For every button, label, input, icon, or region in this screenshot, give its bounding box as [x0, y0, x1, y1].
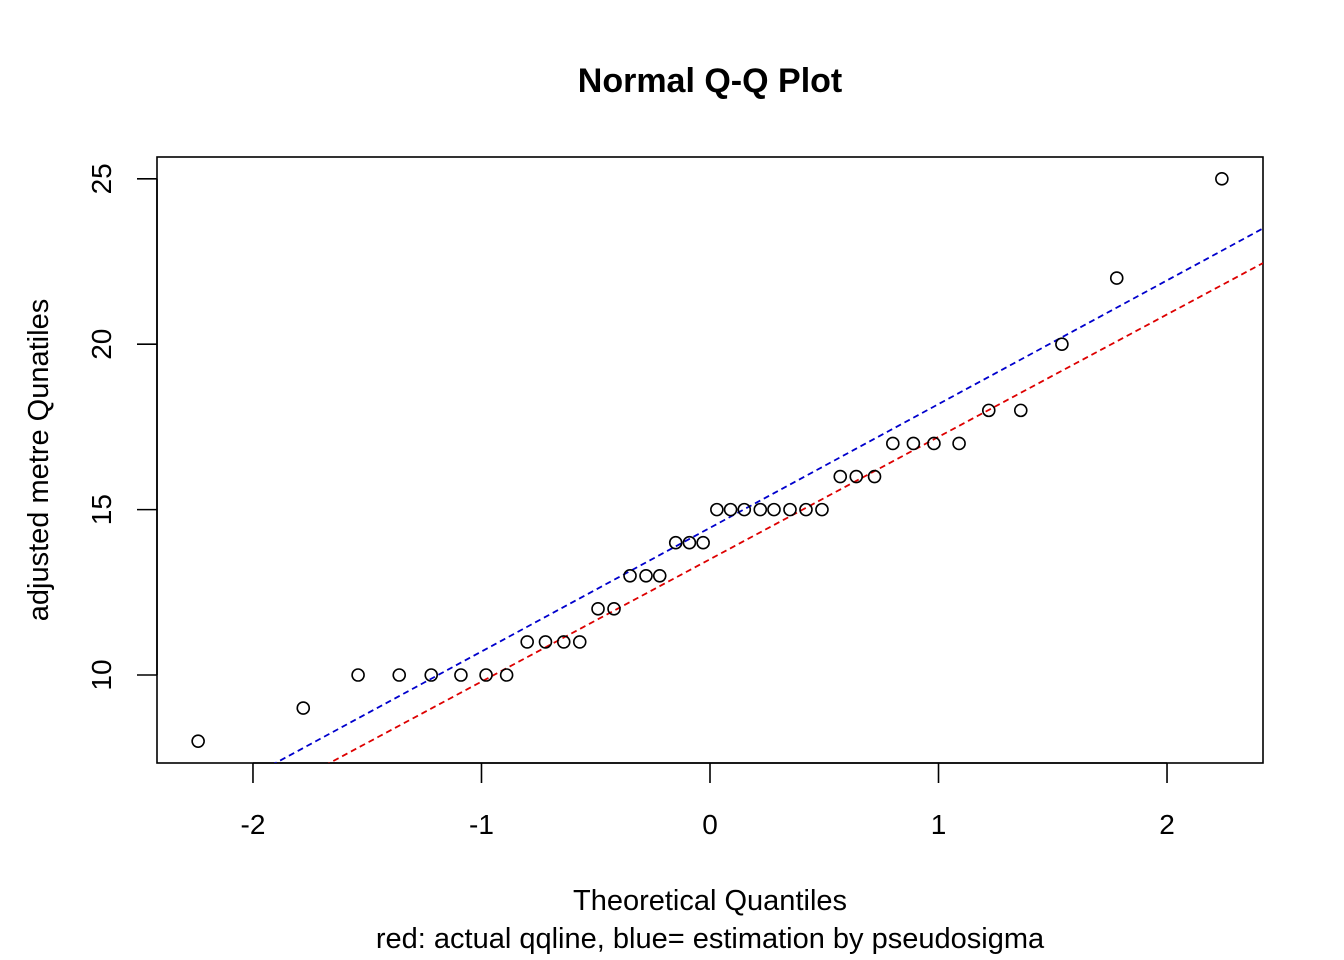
data-point	[815, 502, 829, 517]
data-point	[886, 436, 900, 451]
data-point	[499, 668, 514, 682]
data-point	[767, 502, 781, 517]
data-point	[572, 635, 587, 649]
data-point	[607, 602, 621, 616]
data-point	[424, 668, 439, 682]
data-point	[783, 502, 797, 517]
data-point	[392, 668, 407, 682]
data-point	[296, 701, 311, 715]
data-point	[682, 535, 697, 550]
data-point	[710, 502, 724, 517]
y-tick-label: 20	[86, 329, 117, 360]
y-tick-label: 15	[86, 494, 117, 525]
data-point	[623, 568, 637, 583]
chart-subtitle: red: actual qqline, blue= estimation by …	[376, 923, 1045, 955]
data-point	[952, 436, 966, 451]
y-axis: 10 15 20 25	[86, 163, 158, 691]
x-axis-label: Theoretical Quantiles	[573, 885, 847, 917]
x-tick-label: -1	[469, 809, 494, 840]
data-point	[652, 568, 667, 583]
chart-title: Normal Q-Q Plot	[578, 62, 842, 100]
data-point	[723, 502, 738, 517]
y-tick-label: 25	[86, 163, 117, 194]
y-tick-label: 10	[86, 659, 117, 690]
x-tick-label: 1	[931, 809, 947, 840]
data-point	[191, 734, 205, 748]
data-point	[454, 668, 468, 682]
data-point	[351, 668, 365, 682]
qq-reference-line-0	[327, 262, 1263, 763]
data-point	[867, 469, 882, 484]
data-point	[1215, 172, 1229, 186]
y-axis-label: adjusted metre Qunatiles	[23, 299, 55, 621]
data-point	[520, 635, 534, 649]
data-point	[849, 469, 864, 484]
data-point	[479, 668, 493, 682]
data-point	[591, 602, 605, 616]
data-point	[639, 568, 653, 583]
plot-frame	[156, 156, 1264, 764]
data-point	[799, 502, 813, 517]
data-point	[556, 635, 571, 649]
reference-lines	[273, 227, 1263, 763]
x-tick-label: -2	[241, 809, 266, 840]
data-point	[753, 502, 768, 517]
data-point	[737, 502, 752, 517]
data-point	[696, 535, 710, 550]
qq-reference-line-1	[273, 227, 1263, 763]
x-axis: -2 -1 0 1 2	[241, 762, 1175, 840]
x-tick-label: 0	[702, 809, 718, 840]
data-point	[1013, 403, 1028, 418]
data-point	[906, 436, 921, 451]
data-point	[538, 635, 553, 649]
data-point	[1055, 337, 1069, 352]
data-points	[191, 172, 1229, 748]
data-point	[668, 535, 683, 550]
x-tick-label: 2	[1159, 809, 1175, 840]
data-point	[981, 403, 996, 418]
data-point	[1109, 271, 1124, 285]
data-point	[833, 469, 848, 484]
data-point	[927, 436, 941, 451]
